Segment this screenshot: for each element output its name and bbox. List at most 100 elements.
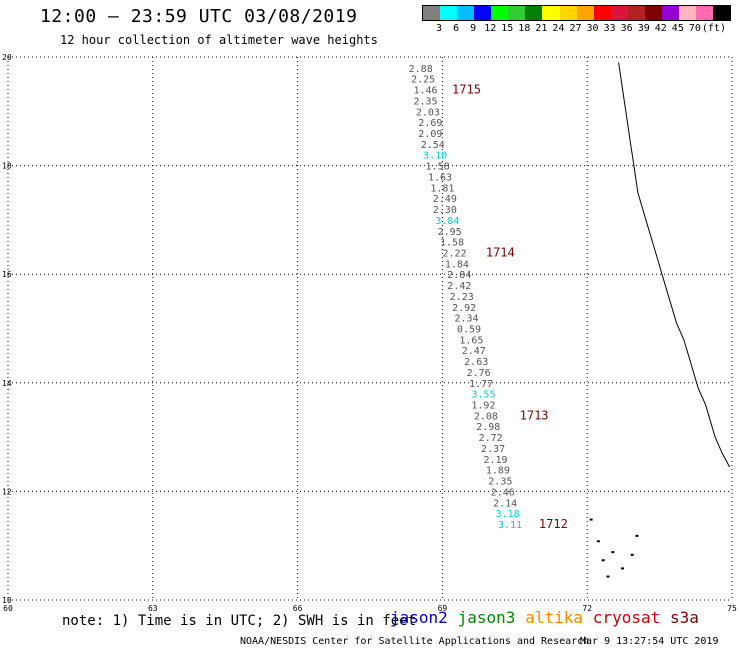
scale-color-box: [593, 6, 611, 20]
island: [630, 553, 634, 556]
lat-tick-label: 14: [2, 379, 12, 388]
scale-color-box: [713, 6, 731, 20]
swh-value: 2.72: [479, 433, 503, 444]
scale-label: 24: [552, 23, 565, 34]
color-scale-labels: 3 6 9 12 15 18 21 24 27 30 33 36 39 42 45 70 (ft): [422, 21, 729, 35]
swh-value: 2.09: [418, 129, 442, 140]
swh-value: 2.54: [421, 140, 445, 151]
lat-tick-label: 20: [2, 53, 12, 62]
scale-label: 42: [654, 23, 667, 34]
legend-item-jason3: jason3: [457, 608, 516, 627]
scale-label: (ft): [701, 23, 726, 34]
swh-value: 3.11: [498, 520, 522, 531]
swh-value: 2.95: [438, 227, 462, 238]
scale-color-box: [644, 6, 662, 20]
scale-label: 27: [569, 23, 582, 34]
island: [635, 534, 639, 537]
swh-value: 2.08: [474, 411, 498, 422]
footer-note: note: 1) Time is in UTC; 2) SWH is in fe…: [62, 613, 417, 629]
swh-value: 2.37: [481, 444, 505, 455]
island: [601, 559, 605, 562]
swh-value: 3.55: [471, 390, 495, 401]
color-scale: 3 6 9 12 15 18 21 24 27 30 33 36 39 42 45 70 (ft): [422, 5, 731, 35]
swh-value: 2.35: [488, 477, 512, 488]
swh-value: 1.65: [459, 335, 483, 346]
swh-value: 2.35: [413, 96, 437, 107]
scale-color-box: [474, 6, 492, 20]
legend-item-s3a: s3a: [670, 608, 699, 627]
page-subtitle: 12 hour collection of altimeter wave hei…: [60, 33, 378, 47]
pass-time-label: 1713: [520, 408, 549, 422]
lon-tick-label: 60: [3, 604, 13, 613]
swh-value: 2.98: [476, 422, 500, 433]
scale-label: 45: [671, 23, 684, 34]
swh-value: 3.84: [435, 216, 459, 227]
pass-time-label: 1712: [539, 517, 568, 531]
swh-value: 2.63: [464, 357, 488, 368]
scale-label: 9: [470, 23, 477, 34]
island: [620, 567, 624, 570]
scale-label: 70: [688, 23, 701, 34]
credit-text: NOAA/NESDIS Center for Satellite Applica…: [240, 636, 590, 647]
swh-value: 2.42: [447, 281, 471, 292]
coastline: [618, 62, 731, 468]
swh-value: 1.46: [413, 86, 437, 97]
swh-value: 1.63: [428, 172, 452, 183]
lat-tick-label: 18: [2, 162, 12, 171]
swh-value: 2.30: [433, 205, 457, 216]
scale-color-box: [440, 6, 458, 20]
swh-value: 2.19: [483, 455, 507, 466]
scale-color-box: [678, 6, 696, 20]
scale-label: 15: [501, 23, 514, 34]
island: [596, 540, 600, 543]
scale-label: 33: [603, 23, 616, 34]
lon-tick-label: 69: [438, 604, 448, 613]
swh-value: 2.22: [442, 248, 466, 259]
lon-tick-label: 63: [148, 604, 158, 613]
scale-label: 6: [453, 23, 460, 34]
island: [606, 575, 610, 578]
swh-value: 1.58: [426, 162, 450, 173]
scale-label: 30: [586, 23, 599, 34]
swh-value: 2.76: [467, 368, 491, 379]
swh-value: 2.25: [411, 75, 435, 86]
scale-color-box: [661, 6, 679, 20]
scale-label: 18: [518, 23, 531, 34]
legend-item-jason2: jason2: [390, 608, 448, 627]
scale-label: 21: [535, 23, 548, 34]
scale-color-box: [610, 6, 628, 20]
credit-date: Mar 9 13:27:54 UTC 2019: [580, 636, 719, 647]
scale-label: 12: [484, 23, 497, 34]
swh-value: 2.49: [433, 194, 457, 205]
scale-color-box: [457, 6, 475, 20]
lat-tick-label: 10: [2, 596, 12, 605]
lon-tick-label: 66: [293, 604, 303, 613]
scale-color-box: [627, 6, 645, 20]
swh-value: 1.77: [469, 379, 493, 390]
scale-color-box: [508, 6, 526, 20]
swh-value: 2.84: [447, 270, 471, 281]
scale-color-box: [491, 6, 509, 20]
swh-value: 2.69: [418, 118, 442, 129]
swh-value: 2.46: [491, 487, 515, 498]
pass-time-label: 1715: [452, 83, 481, 97]
island: [589, 518, 593, 521]
scale-label: 36: [620, 23, 633, 34]
pass-time-label: 1714: [486, 245, 515, 259]
swh-value: 1.84: [445, 259, 469, 270]
color-scale-boxes: [422, 5, 731, 21]
scale-label: 39: [637, 23, 650, 34]
swh-value: 2.92: [452, 303, 476, 314]
swh-value: 1.92: [471, 401, 495, 412]
swh-value: 3.18: [496, 509, 520, 520]
legend-item-cryosat: cryosat: [592, 608, 661, 627]
scale-color-box: [696, 6, 714, 20]
scale-color-box: [423, 6, 441, 20]
scale-color-box: [542, 6, 560, 20]
scale-label: 3: [436, 23, 443, 34]
lat-tick-label: 16: [2, 270, 12, 279]
lon-tick-label: 75: [727, 604, 737, 613]
swh-value: 2.23: [450, 292, 474, 303]
scale-color-box: [576, 6, 594, 20]
island: [611, 551, 615, 554]
